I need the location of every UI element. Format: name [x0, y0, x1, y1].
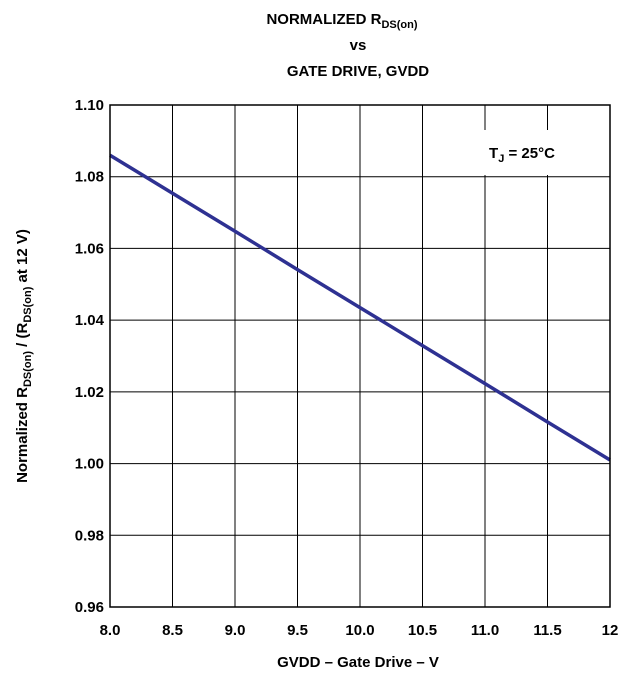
y-tick-labels: 0.96 0.98 1.00 1.02 1.04 1.06 1.08 1.10	[75, 97, 105, 616]
x-tick-label: 11.0	[471, 622, 499, 639]
y-tick-label: 0.98	[75, 527, 104, 544]
x-axis-label: GVDD – Gate Drive – V	[277, 654, 439, 671]
y-tick-label: 1.10	[75, 97, 104, 114]
y-axis-label: Normalized RDS(on) / (RDS(on) at 12 V)	[14, 229, 34, 483]
x-tick-label: 10.5	[408, 622, 437, 639]
plot-frame	[109, 104, 611, 608]
y-tick-label: 1.02	[75, 384, 104, 401]
x-tick-label: 11.5	[533, 622, 561, 639]
y-tick-label: 0.96	[75, 599, 104, 616]
x-tick-label: 8.5	[162, 622, 183, 639]
x-tick-label: 9.0	[225, 622, 246, 639]
grid	[110, 105, 610, 607]
annotation-tj: TJ = 25°C	[489, 145, 555, 165]
x-tick-label: 9.5	[287, 622, 308, 639]
y-tick-label: 1.06	[75, 240, 104, 257]
y-tick-label: 1.08	[75, 169, 104, 186]
y-tick-label: 1.04	[75, 312, 105, 329]
series-layer	[109, 153, 611, 462]
annotation-box	[470, 130, 580, 175]
x-tick-label: 10.0	[345, 622, 374, 639]
chart-title-line3: GATE DRIVE, GVDD	[287, 63, 429, 80]
y-tick-label: 1.00	[75, 456, 104, 473]
x-tick-label: 8.0	[100, 622, 121, 639]
x-tick-label: 12	[602, 622, 619, 639]
chart-title-line1: NORMALIZED RDS(on)	[266, 11, 417, 31]
x-tick-labels: 8.0 8.5 9.0 9.5 10.0 10.5 11.0 11.5 12	[100, 622, 619, 639]
chart-title-line2: vs	[350, 37, 367, 54]
series-line	[109, 153, 611, 462]
